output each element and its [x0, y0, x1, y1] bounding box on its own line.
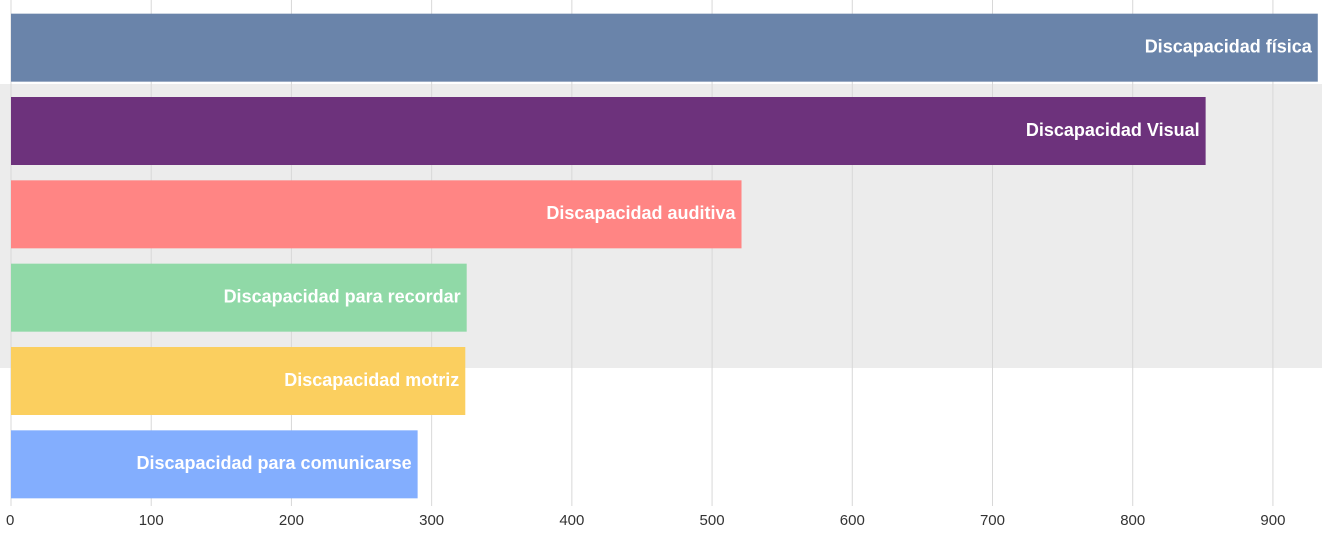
x-tick-label: 500	[700, 512, 725, 529]
bar	[11, 263, 467, 332]
x-tick-label: 200	[279, 512, 304, 529]
bar	[11, 13, 1318, 82]
x-tick-label: 700	[980, 512, 1005, 529]
x-tick-label: 400	[559, 512, 584, 529]
x-tick-label: 0	[6, 512, 14, 529]
bar	[11, 180, 742, 249]
x-tick-label: 900	[1260, 512, 1285, 529]
x-tick-label: 600	[840, 512, 865, 529]
bar	[11, 97, 1206, 165]
x-tick-label: 300	[419, 512, 444, 529]
bar-label: Discapacidad física	[1145, 36, 1313, 56]
bar-label: Discapacidad Visual	[1026, 120, 1200, 140]
bar-label: Discapacidad auditiva	[546, 203, 736, 223]
bar	[11, 430, 418, 499]
bar-label: Discapacidad para recordar	[224, 286, 461, 306]
bar-label: Discapacidad motriz	[284, 370, 459, 390]
x-tick-label: 100	[139, 512, 164, 529]
bar-label: Discapacidad para comunicarse	[136, 453, 411, 473]
bar	[11, 347, 466, 415]
x-tick-label: 800	[1120, 512, 1145, 529]
